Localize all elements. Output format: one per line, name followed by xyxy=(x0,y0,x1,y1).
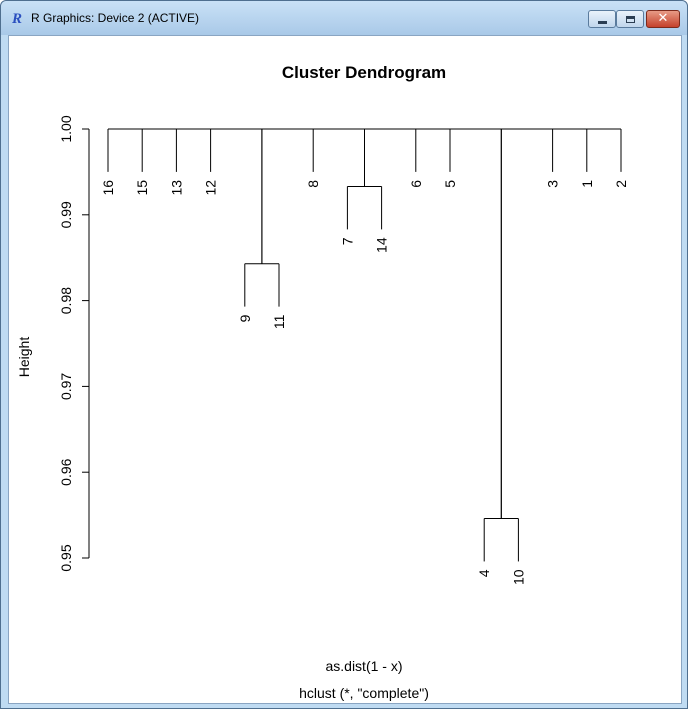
minimize-button[interactable] xyxy=(588,10,616,28)
x-axis-label: as.dist(1 - x) xyxy=(325,658,402,674)
dendrogram-chart: Cluster Dendrogram Height as.dist(1 - x)… xyxy=(16,63,629,701)
leaf-label: 5 xyxy=(442,180,458,188)
chart-subtitle: hclust (*, "complete") xyxy=(299,685,429,701)
leaf-label: 2 xyxy=(613,180,629,188)
close-button[interactable]: ✕ xyxy=(646,10,680,28)
window-title: R Graphics: Device 2 (ACTIVE) xyxy=(31,11,200,25)
leaf-label: 6 xyxy=(408,180,424,188)
dendrogram-branches xyxy=(107,128,622,562)
plot-area: Cluster Dendrogram Height as.dist(1 - x)… xyxy=(8,35,682,704)
leaf-label: 12 xyxy=(203,180,219,196)
r-logo-icon: R xyxy=(11,11,22,27)
y-tick-label: 0.98 xyxy=(58,287,74,314)
y-axis-label: Height xyxy=(16,337,32,378)
leaf-label: 16 xyxy=(100,180,116,196)
leaf-label: 13 xyxy=(168,180,184,196)
leaf-label: 4 xyxy=(476,569,492,577)
y-tick-label: 0.99 xyxy=(58,201,74,228)
leaf-label: 1 xyxy=(579,180,595,188)
leaf-label: 10 xyxy=(510,569,526,585)
y-tick-label: 0.95 xyxy=(58,544,74,571)
chart-title: Cluster Dendrogram xyxy=(282,63,446,82)
leaf-label: 9 xyxy=(237,314,253,322)
leaf-label: 14 xyxy=(374,237,390,253)
leaf-label: 7 xyxy=(339,237,355,245)
maximize-icon xyxy=(625,15,635,23)
leaf-label: 15 xyxy=(134,180,150,196)
y-tick-label: 1.00 xyxy=(58,115,74,142)
y-tick-label: 0.96 xyxy=(58,458,74,485)
leaf-label: 11 xyxy=(271,314,287,329)
y-tick-label: 0.97 xyxy=(58,373,74,400)
leaf-label: 8 xyxy=(305,180,321,188)
leaf-label: 3 xyxy=(545,180,561,188)
y-axis: 0.95 0.96 0.97 0.98 0.99 1.00 xyxy=(58,115,90,572)
maximize-button[interactable] xyxy=(616,10,644,28)
minimize-icon xyxy=(597,20,607,24)
title-bar[interactable]: R R Graphics: Device 2 (ACTIVE) ✕ xyxy=(1,1,687,35)
close-icon: ✕ xyxy=(657,11,669,26)
